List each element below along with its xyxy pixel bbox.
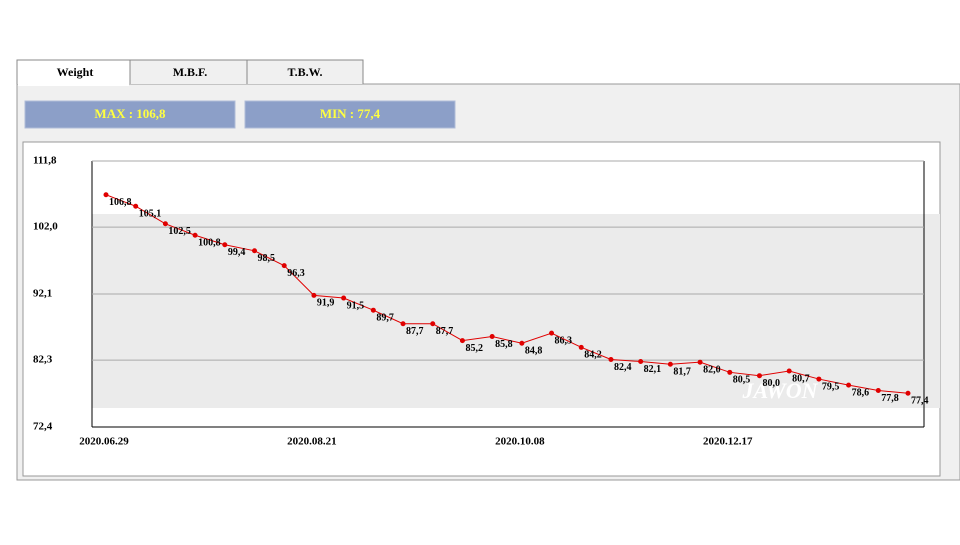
x-tick-label: 2020.08.21 bbox=[287, 436, 337, 448]
point bbox=[459, 338, 465, 344]
min-box bbox=[244, 100, 456, 129]
data-label: 85,8 bbox=[495, 339, 513, 350]
data-label: 89,7 bbox=[376, 312, 394, 323]
point bbox=[370, 307, 376, 313]
point bbox=[133, 203, 139, 209]
point bbox=[905, 390, 911, 396]
point bbox=[756, 373, 762, 379]
point bbox=[549, 330, 555, 336]
data-label: 99,4 bbox=[228, 247, 246, 258]
x-tick-label: 2020.10.08 bbox=[495, 436, 545, 448]
tab-label[interactable]: T.B.W. bbox=[287, 65, 322, 79]
point bbox=[489, 334, 495, 340]
data-label: 78,6 bbox=[852, 387, 870, 398]
y-tick-label: 102,0 bbox=[33, 221, 58, 233]
x-tick-label: 2020.12.17 bbox=[703, 436, 753, 448]
y-tick-label: 111,8 bbox=[33, 155, 57, 167]
y-tick-label: 92,1 bbox=[33, 288, 52, 300]
data-label: 80,0 bbox=[762, 378, 780, 389]
point bbox=[875, 388, 881, 394]
data-label: 96,3 bbox=[287, 268, 305, 279]
point bbox=[341, 295, 347, 301]
data-label: 106,8 bbox=[109, 197, 132, 208]
max-label: MAX : 106,8 bbox=[94, 106, 166, 121]
point bbox=[162, 221, 168, 227]
data-label: 87,7 bbox=[436, 326, 454, 337]
data-label: 80,5 bbox=[733, 375, 751, 386]
point bbox=[667, 361, 673, 367]
data-label: 80,7 bbox=[792, 373, 810, 384]
point bbox=[281, 263, 287, 269]
point bbox=[103, 192, 109, 198]
tab-join bbox=[18, 82, 129, 86]
data-label: 84,8 bbox=[525, 346, 543, 357]
data-label: 100,8 bbox=[198, 238, 221, 249]
data-label: 87,7 bbox=[406, 326, 424, 337]
point bbox=[697, 359, 703, 365]
tab-tbw[interactable] bbox=[246, 59, 364, 84]
point bbox=[727, 369, 733, 375]
tab-label[interactable]: Weight bbox=[57, 65, 94, 79]
data-label: 81,7 bbox=[673, 367, 691, 378]
point bbox=[430, 321, 436, 327]
y-tick-label: 72,4 bbox=[33, 421, 53, 433]
data-label: 91,5 bbox=[347, 300, 365, 311]
data-label: 82,0 bbox=[703, 364, 721, 375]
data-label: 102,5 bbox=[168, 226, 191, 237]
point bbox=[519, 340, 525, 346]
y-tick-label: 82,3 bbox=[33, 354, 53, 366]
point bbox=[400, 321, 406, 327]
data-label: 79,5 bbox=[822, 381, 840, 392]
point bbox=[638, 359, 644, 365]
point bbox=[192, 232, 198, 238]
data-label: 91,9 bbox=[317, 298, 335, 309]
data-label: 105,1 bbox=[139, 209, 162, 220]
data-label: 84,2 bbox=[584, 350, 602, 361]
data-label: 77,4 bbox=[911, 396, 929, 407]
point bbox=[311, 292, 317, 298]
tab-label[interactable]: M.B.F. bbox=[173, 65, 208, 79]
point bbox=[222, 242, 228, 248]
data-label: 98,5 bbox=[258, 253, 276, 264]
x-tick-label: 2020.06.29 bbox=[79, 436, 129, 448]
max-box bbox=[24, 100, 236, 129]
watermark: JAWON bbox=[742, 378, 819, 403]
point bbox=[608, 356, 614, 362]
min-label: MIN : 77,4 bbox=[320, 106, 381, 121]
data-label: 85,2 bbox=[465, 343, 483, 354]
point bbox=[252, 248, 258, 254]
point bbox=[816, 376, 822, 382]
data-label: 77,8 bbox=[881, 393, 899, 404]
point bbox=[846, 382, 852, 388]
data-label: 86,3 bbox=[555, 335, 573, 346]
line bbox=[105, 194, 909, 394]
data-label: 82,1 bbox=[644, 364, 662, 375]
point bbox=[786, 368, 792, 374]
point bbox=[578, 344, 584, 350]
data-label: 82,4 bbox=[614, 362, 632, 373]
